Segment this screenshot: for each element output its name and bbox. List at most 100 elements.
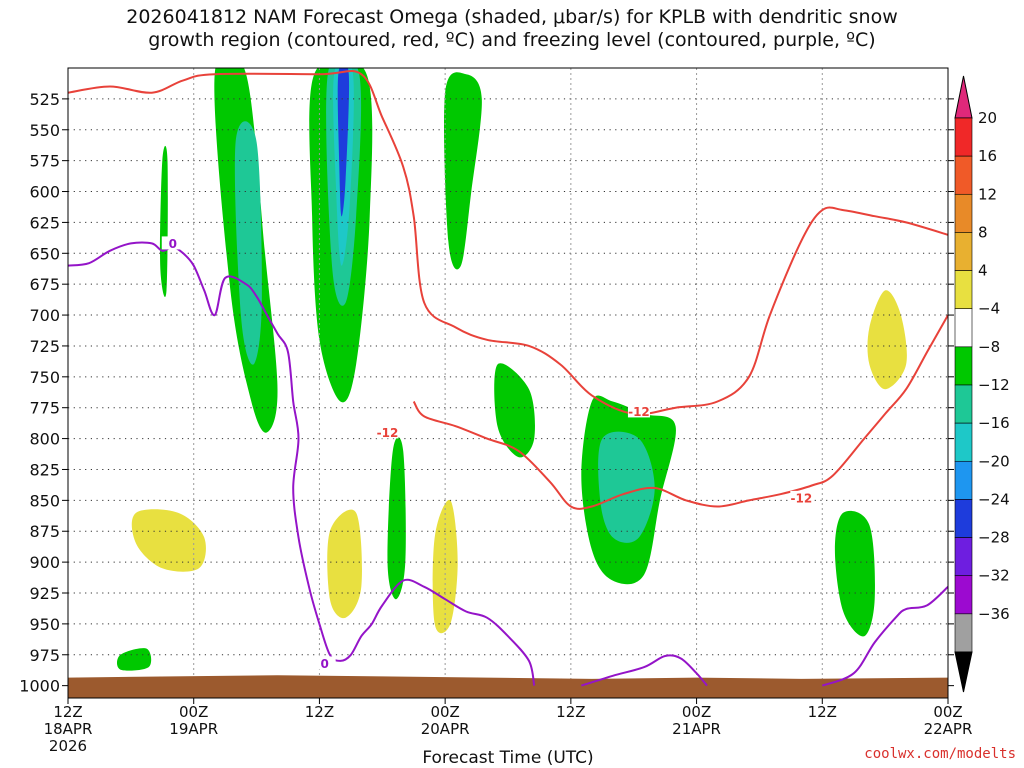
omega-region-10 <box>131 509 206 572</box>
colorbar-top-arrow <box>954 75 973 119</box>
colorbar-swatch-1 <box>954 155 973 195</box>
y-axis: 525 550 575 600 625 650 675 700 725 750 775 800 825 8… <box>19 90 954 696</box>
y-tick-label-1000: 1000 <box>19 677 60 696</box>
y-tick-label-625: 625 <box>29 213 60 232</box>
contour-label-bg-4 <box>313 656 336 670</box>
x-tick-label-24-0: 12Z <box>305 703 334 721</box>
y-tick-label-575: 575 <box>29 152 60 171</box>
y-tick-label-525: 525 <box>29 90 60 109</box>
colorbar-swatch-10 <box>954 499 973 538</box>
omega-region-25 <box>160 145 168 297</box>
y-tick-label-750: 750 <box>29 368 60 387</box>
colorbar-swatch-2 <box>954 193 973 233</box>
colorbar-label-8: −16 <box>978 414 1010 432</box>
colorbar-swatch-8 <box>954 422 973 462</box>
omega-region-16 <box>867 290 907 390</box>
colorbar-label-3: 8 <box>978 223 988 241</box>
dgz-contour-0 <box>68 70 948 416</box>
omega-shading <box>70 68 927 672</box>
y-tick-label-775: 775 <box>29 399 60 418</box>
freezing-contour-1 <box>581 654 708 687</box>
omega-region-18 <box>527 183 540 270</box>
colorbar-label-11: −28 <box>978 529 1010 547</box>
y-tick-label-600: 600 <box>29 183 60 202</box>
x-tick-label-36-0: 00Z <box>430 703 459 721</box>
colorbar-label-9: −20 <box>978 452 1010 470</box>
x-tick-label-36-1: 20APR <box>421 720 470 738</box>
colorbar-swatch-6 <box>954 346 973 386</box>
omega-region-21 <box>494 363 535 458</box>
contour-label-1: -12 <box>377 426 399 440</box>
title-line-1: 2026041812 NAM Forecast Omega (shaded, μ… <box>126 6 898 28</box>
contour-label-0: -12 <box>628 405 650 419</box>
y-tick-label-925: 925 <box>29 584 60 603</box>
contour-label-bg-0 <box>627 404 650 418</box>
colorbar-label-2: 12 <box>978 185 997 203</box>
omega-region-14 <box>432 499 458 634</box>
colorbar-label-1: 16 <box>978 147 997 165</box>
contour-label-bg-1 <box>376 425 399 439</box>
y-tick-label-700: 700 <box>29 306 60 325</box>
colorbar-swatch-12 <box>954 575 973 615</box>
contour-label-2: -12 <box>790 491 812 505</box>
freezing-contour-2 <box>821 586 948 687</box>
y-tick-label-850: 850 <box>29 491 60 510</box>
x-tick-label-12-1: 19APR <box>169 720 218 738</box>
x-tick-label-84-0: 00Z <box>933 703 962 721</box>
x-tick-label-72-0: 12Z <box>808 703 837 721</box>
y-tick-label-875: 875 <box>29 522 60 541</box>
omega-region-8 <box>337 68 350 217</box>
colorbar-swatch-13 <box>954 613 973 653</box>
x-tick-label-60-0: 00Z <box>682 703 711 721</box>
plot-frame <box>67 67 949 699</box>
colorbar-swatch-5 <box>954 308 973 348</box>
colorbar-label-4: 4 <box>978 262 988 280</box>
colorbar-swatch-0 <box>954 117 973 157</box>
colorbar-label-5: −4 <box>978 300 1000 318</box>
dgz-contour-1 <box>412 314 948 510</box>
contour-label-3: 0 <box>169 237 177 251</box>
title-line-2: growth region (contoured, red, ºC) and f… <box>148 29 876 51</box>
colorbar-label-12: −32 <box>978 567 1010 585</box>
omega-region-22 <box>444 72 482 270</box>
x-tick-label-0-1: 18APR <box>44 720 93 738</box>
ground-surface <box>68 675 948 698</box>
colorbar-label-13: −36 <box>978 605 1010 623</box>
x-tick-label-0-0: 12Z <box>53 703 82 721</box>
omega-region-24 <box>387 437 406 600</box>
contour-label-bg-2 <box>790 490 813 504</box>
y-tick-label-650: 650 <box>29 244 60 263</box>
contour-label-4: 0 <box>320 657 328 671</box>
site-watermark: coolwx.com/modelts <box>864 746 1016 762</box>
colorbar-swatch-11 <box>954 537 973 577</box>
colorbar-label-0: 20 <box>978 109 997 127</box>
colorbar-label-10: −24 <box>978 490 1010 508</box>
x-tick-label-48-0: 12Z <box>556 703 585 721</box>
y-tick-label-800: 800 <box>29 430 60 449</box>
ground-fill <box>68 675 948 698</box>
colorbar: 20 16 12 8 4 −4 −8 −12 −16 −20 −24 −28 −32 −36 <box>954 75 1010 693</box>
contours: -12 -12 -12 0 0 <box>68 70 948 687</box>
colorbar-swatch-3 <box>954 232 973 271</box>
y-tick-label-975: 975 <box>29 646 60 665</box>
contour-label-bg-3 <box>161 236 184 250</box>
omega-region-17 <box>681 573 700 660</box>
colorbar-swatch-4 <box>954 270 973 310</box>
omega-region-26 <box>116 648 152 671</box>
x-tick-label-12-0: 00Z <box>179 703 208 721</box>
x-tick-label-84-1: 22APR <box>924 720 973 738</box>
colorbar-swatch-7 <box>954 384 973 424</box>
omega-region-12 <box>327 509 362 619</box>
x-tick-label-60-1: 21APR <box>672 720 721 738</box>
y-tick-label-675: 675 <box>29 275 60 294</box>
colorbar-bottom-arrow <box>954 651 973 693</box>
y-tick-label-900: 900 <box>29 553 60 572</box>
y-tick-label-950: 950 <box>29 615 60 634</box>
grid <box>68 68 948 698</box>
y-tick-label-550: 550 <box>29 121 60 140</box>
x-tick-label-0-2: 2026 <box>49 737 87 755</box>
chart-title: 2026041812 NAM Forecast Omega (shaded, μ… <box>0 6 1024 52</box>
colorbar-swatch-9 <box>954 460 973 500</box>
